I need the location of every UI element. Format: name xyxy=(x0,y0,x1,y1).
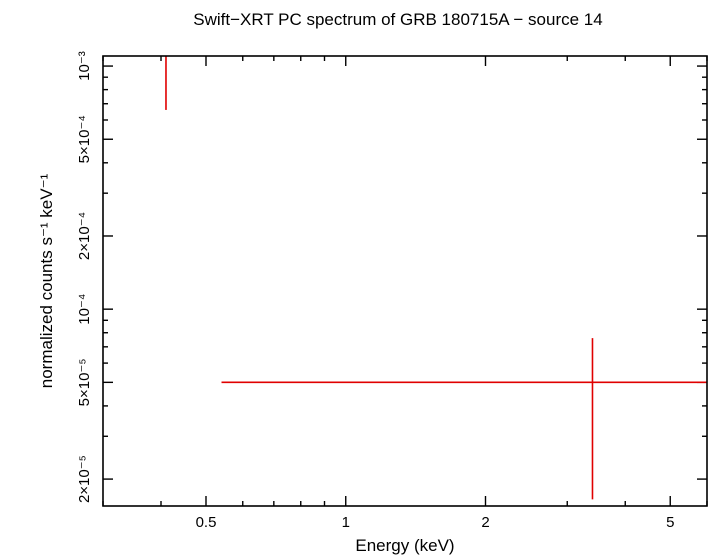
y-tick-label: 10⁻³ xyxy=(76,51,93,81)
y-tick-label: 5×10⁻⁴ xyxy=(76,115,93,163)
plot-frame xyxy=(102,55,708,507)
x-axis-label: Energy (keV) xyxy=(355,536,454,555)
y-tick-label: 2×10⁻⁵ xyxy=(76,455,93,503)
tick-group xyxy=(102,56,708,506)
tick-label-group: 0.5 1 2 5 2×10⁻⁵ 5×10⁻⁵ 10⁻⁴ 2×10⁻⁴ 5×10⁻⁴ 10⁻³ xyxy=(76,51,674,531)
data-group xyxy=(165,56,707,500)
x-tick-label: 5 xyxy=(666,514,674,531)
y-tick-label: 5×10⁻⁵ xyxy=(76,358,93,406)
y-tick-label: 2×10⁻⁴ xyxy=(76,212,93,260)
x-tick-label: 1 xyxy=(342,514,350,531)
y-tick-label: 10⁻⁴ xyxy=(76,294,93,325)
x-tick-label: 0.5 xyxy=(196,514,217,531)
chart-title: Swift−XRT PC spectrum of GRB 180715A − s… xyxy=(193,10,602,29)
x-tick-label: 2 xyxy=(481,514,489,531)
y-axis-label: normalized counts s⁻¹ keV⁻¹ xyxy=(37,173,56,388)
